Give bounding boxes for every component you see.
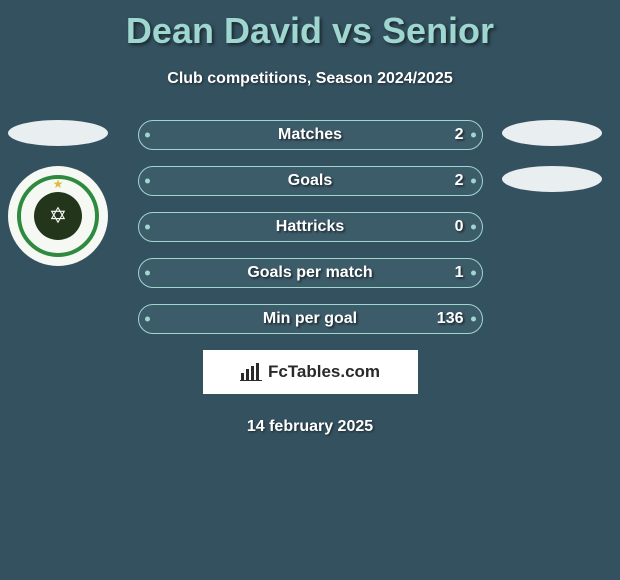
stat-right-value: 136 xyxy=(437,310,464,328)
player-right-column xyxy=(502,120,602,212)
player-left-column: ★ ✡ xyxy=(8,120,108,266)
stat-row: Goals per match 1 xyxy=(138,258,483,288)
stat-right-value: 2 xyxy=(455,172,464,190)
page-title: Dean David vs Senior xyxy=(0,0,620,52)
stat-row: Goals 2 xyxy=(138,166,483,196)
stat-label: Matches xyxy=(278,126,342,144)
stat-row: Hattricks 0 xyxy=(138,212,483,242)
stat-right-value: 1 xyxy=(455,264,464,282)
star-icon: ★ xyxy=(53,177,64,191)
date-text: 14 february 2025 xyxy=(0,418,620,436)
brand-text: FcTables.com xyxy=(268,362,380,382)
stat-row: Matches 2 xyxy=(138,120,483,150)
bar-chart-icon xyxy=(240,363,262,381)
player-right-avatar xyxy=(502,120,602,146)
stat-label: Goals xyxy=(288,172,332,190)
stat-label: Goals per match xyxy=(247,264,372,282)
stat-label: Min per goal xyxy=(263,310,357,328)
stats-list: Matches 2 Goals 2 Hattricks 0 Goals per … xyxy=(138,120,483,334)
stat-right-value: 0 xyxy=(455,218,464,236)
comparison-area: ★ ✡ Matches 2 Goals 2 Hattricks 0 Goals … xyxy=(0,120,620,334)
brand-link[interactable]: FcTables.com xyxy=(203,350,418,394)
stat-label: Hattricks xyxy=(276,218,344,236)
player-left-avatar xyxy=(8,120,108,146)
stat-row: Min per goal 136 xyxy=(138,304,483,334)
club-emblem-icon: ✡ xyxy=(34,192,82,240)
player-left-club-badge: ★ ✡ xyxy=(8,166,108,266)
subtitle: Club competitions, Season 2024/2025 xyxy=(0,70,620,88)
stat-right-value: 2 xyxy=(455,126,464,144)
player-right-club-badge xyxy=(502,166,602,192)
